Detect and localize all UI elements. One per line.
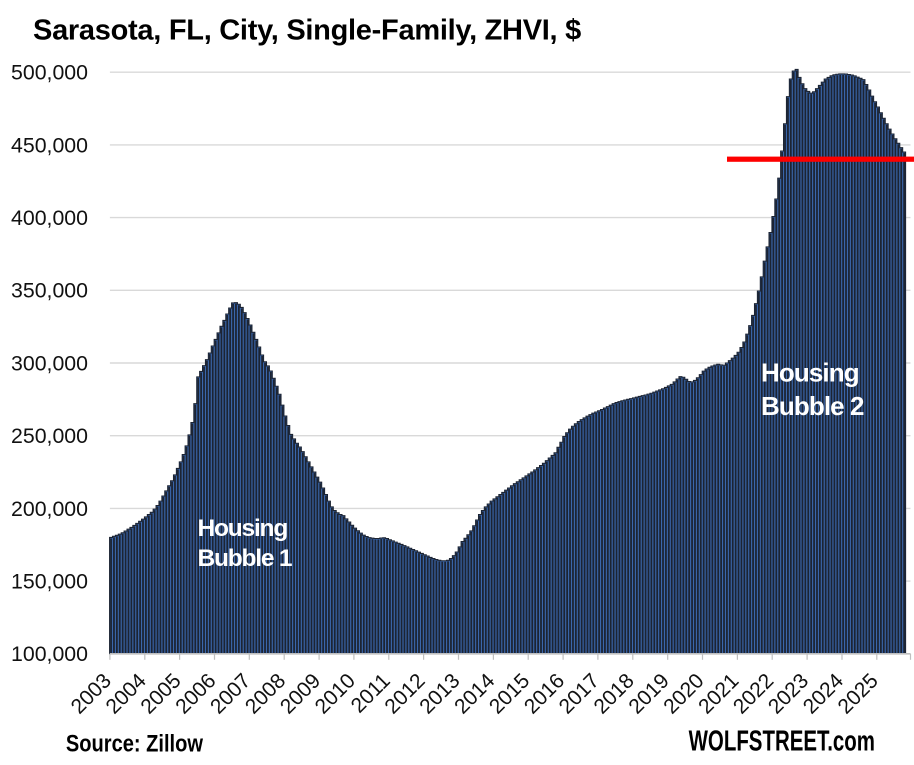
svg-text:WOLFSTREET.com: WOLFSTREET.com bbox=[689, 726, 875, 757]
svg-text:Bubble 2: Bubble 2 bbox=[761, 391, 864, 421]
svg-text:Housing: Housing bbox=[761, 358, 859, 388]
svg-text:400,000: 400,000 bbox=[11, 206, 88, 230]
svg-text:500,000: 500,000 bbox=[11, 61, 88, 85]
svg-text:250,000: 250,000 bbox=[11, 424, 88, 448]
svg-text:350,000: 350,000 bbox=[11, 279, 88, 303]
svg-text:100,000: 100,000 bbox=[11, 642, 88, 666]
svg-text:Bubble 1: Bubble 1 bbox=[198, 545, 292, 572]
svg-text:Sarasota, FL, City, Single-Fam: Sarasota, FL, City, Single-Family, ZHVI,… bbox=[33, 15, 581, 47]
svg-text:Source: Zillow: Source: Zillow bbox=[66, 730, 204, 757]
svg-text:150,000: 150,000 bbox=[11, 570, 88, 594]
svg-text:450,000: 450,000 bbox=[11, 133, 88, 157]
svg-text:300,000: 300,000 bbox=[11, 351, 88, 375]
svg-text:200,000: 200,000 bbox=[11, 497, 88, 521]
svg-text:Housing: Housing bbox=[198, 515, 288, 542]
